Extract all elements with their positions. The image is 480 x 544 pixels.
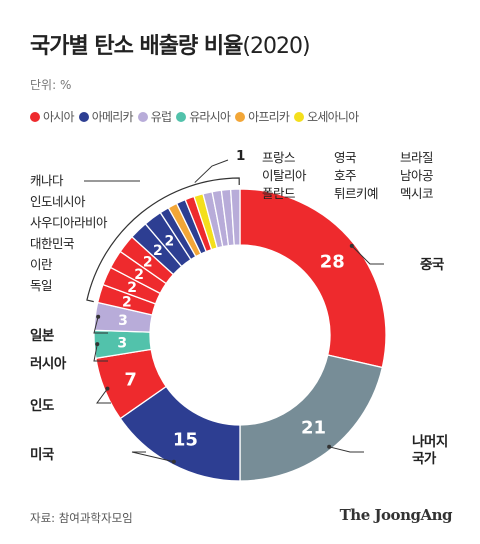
leader-line-4 [93, 344, 108, 362]
small-country-2-2: 멕시코 [400, 186, 433, 201]
slice-20 [229, 188, 241, 246]
leader-dot-3 [105, 386, 110, 391]
group-leader-line [194, 159, 229, 183]
side-label-9: 사우디아라비아 [30, 215, 108, 230]
chart-title: 국가별 탄소 배출량 비율(2020) [30, 28, 311, 60]
leader-line-2 [131, 451, 174, 463]
callout-2: 미국 [30, 447, 55, 463]
legend-item-america: 아메리카 [78, 108, 134, 125]
legend-swatch-eurasia [176, 111, 187, 122]
slice-value-0: 28 [320, 251, 345, 272]
legend-label-africa: 아프리카 [248, 110, 290, 124]
leader-line-1 [329, 446, 364, 453]
legend-swatch-africa [235, 111, 246, 122]
source-label: 자료: 참여과학자모임 [30, 511, 133, 525]
group-label: 1 [236, 148, 245, 164]
small-country-0-2: 폴란드 [262, 186, 295, 201]
slice-value-2: 15 [173, 430, 198, 451]
callout-5: 일본 [30, 328, 54, 344]
brand-logo: The JoongAng [339, 506, 453, 524]
callout-1: 나머지 국가 [412, 434, 448, 467]
side-label-7: 이란 [30, 257, 53, 272]
leader-dot-4 [95, 342, 100, 347]
chart-legend: 아시아 아메리카 유럽 유라시아 아프리카 오세아니아 [30, 108, 363, 125]
callout-4: 러시아 [30, 355, 67, 372]
small-country-1-1: 호주 [334, 168, 356, 183]
leader-line-0 [351, 245, 384, 265]
legend-swatch-asia [30, 111, 40, 122]
side-label-11: 캐나다 [30, 173, 64, 188]
legend-swatch-europe [137, 111, 148, 122]
bracket-arc [86, 177, 240, 303]
slice-0 [239, 188, 387, 369]
side-label-8: 대한민국 [30, 236, 74, 251]
slice-value-9: 2 [143, 254, 153, 270]
small-country-0-1: 이탈리아 [262, 168, 307, 183]
slice-value-8: 2 [134, 267, 144, 283]
slice-value-1: 21 [301, 417, 326, 438]
legend-item-eurasia: 유라시아 [176, 108, 231, 125]
legend-label-oceania: 오세아니아 [307, 110, 359, 124]
leader-dot-5 [96, 314, 101, 319]
slice-value-6: 2 [122, 294, 132, 310]
legend-label-america: 아메리카 [91, 110, 134, 124]
side-label-6: 독일 [30, 278, 52, 293]
slice-value-7: 2 [127, 280, 137, 296]
side-label-10: 인도네시아 [30, 194, 86, 209]
leader-line-5 [93, 316, 108, 334]
leader-dot-0 [349, 243, 354, 248]
slice-value-5: 3 [118, 313, 128, 329]
small-country-0-0: 프랑스 [262, 150, 295, 165]
legend-item-europe: 유럽 [137, 108, 172, 125]
small-country-2-0: 브라질 [400, 150, 433, 165]
small-country-2-1: 남아공 [400, 168, 433, 183]
slice-value-4: 3 [117, 336, 127, 352]
legend-label-europe: 유럽 [150, 110, 172, 124]
leader-line-3 [96, 388, 111, 404]
legend-swatch-america [78, 111, 89, 122]
callout-3: 인도 [30, 397, 55, 414]
unit-label: 단위: % [30, 78, 72, 92]
legend-label-asia: 아시아 [43, 110, 75, 124]
legend-item-africa: 아프리카 [235, 108, 290, 125]
leader-dot-2 [171, 459, 176, 464]
small-country-1-2: 튀르키예 [334, 186, 378, 201]
slice-value-3: 7 [124, 369, 137, 390]
legend-swatch-oceania [294, 111, 305, 122]
slice-value-10: 2 [153, 243, 163, 259]
leader-dot-1 [327, 444, 332, 449]
small-country-1-0: 영국 [334, 150, 356, 165]
legend-item-oceania: 오세아니아 [294, 108, 359, 125]
callout-0: 중국 [420, 257, 445, 273]
slice-value-11: 2 [165, 233, 175, 249]
legend-label-eurasia: 유라시아 [189, 110, 231, 124]
legend-item-asia: 아시아 [30, 108, 75, 125]
title-text: 국가별 탄소 배출량 비율 [30, 34, 243, 59]
title-year: (2020) [242, 34, 310, 59]
